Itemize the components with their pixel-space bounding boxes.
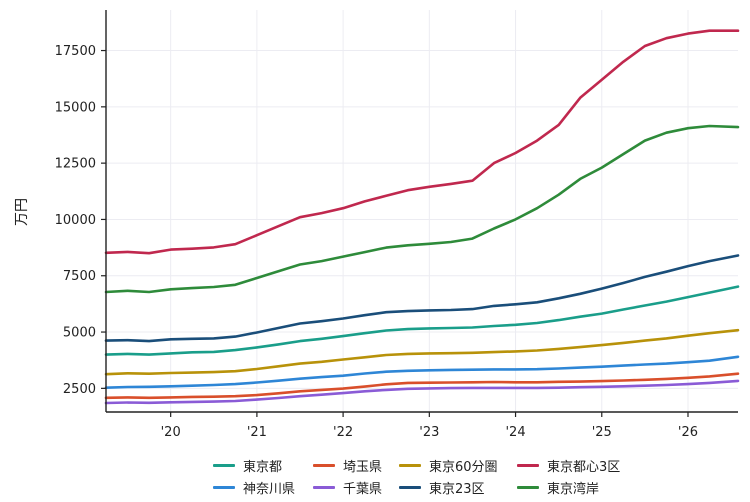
legend-label: 東京都 [243, 460, 283, 475]
x-tick-label: '20 [161, 425, 181, 440]
legend-swatch [517, 486, 539, 489]
y-tick-label: 15000 [55, 100, 96, 115]
x-tick-label: '25 [592, 425, 612, 440]
series-lines [104, 29, 740, 405]
legend-label: 東京23区 [429, 482, 485, 497]
grid [106, 10, 738, 412]
y-axis-title: 万円 [14, 198, 30, 226]
x-tick-label: '24 [505, 425, 525, 440]
legend-swatch [213, 486, 235, 489]
legend-item: 東京23区 [399, 478, 517, 497]
legend-label: 東京湾岸 [547, 482, 600, 497]
series-line [104, 285, 740, 356]
x-tick-label: '22 [333, 425, 353, 440]
legend-item: 千葉県 [313, 478, 399, 497]
y-tick-label: 12500 [55, 157, 96, 172]
x-tick-label: '21 [247, 425, 267, 440]
series-line [104, 372, 740, 400]
legend-swatch [517, 464, 539, 467]
series-line [104, 328, 740, 376]
y-tick-label: 5000 [63, 326, 96, 341]
legend-item: 東京湾岸 [517, 478, 647, 497]
y-tick-label: 7500 [63, 269, 96, 284]
x-tick-label: '23 [419, 425, 439, 440]
x-tick-label: '26 [678, 425, 698, 440]
y-tick-label: 2500 [63, 382, 96, 397]
legend: 東京都 埼玉県 東京60分圏 東京都心3区神奈川県 千葉県 東京23区 東京湾岸 [213, 456, 653, 497]
y-tick-label: 17500 [55, 44, 96, 59]
series-line [104, 29, 740, 255]
legend-item: 埼玉県 [313, 456, 399, 475]
series-line [104, 124, 740, 294]
legend-label: 東京都心3区 [547, 460, 621, 475]
legend-item: 神奈川県 [213, 478, 313, 497]
legend-swatch [399, 486, 421, 489]
legend-item: 東京60分圏 [399, 456, 517, 475]
series-line [104, 355, 740, 390]
legend-label: 千葉県 [343, 482, 383, 497]
legend-item: 東京都 [213, 456, 313, 475]
axes [105, 10, 738, 413]
legend-label: 神奈川県 [243, 482, 296, 497]
legend-swatch [399, 464, 421, 467]
legend-swatch [313, 486, 335, 489]
legend-label: 東京60分圏 [429, 460, 498, 475]
y-tick-label: 10000 [55, 213, 96, 228]
series-line [104, 379, 740, 405]
legend-swatch [213, 464, 235, 467]
legend-item: 東京都心3区 [517, 456, 647, 475]
series-line [104, 254, 740, 343]
legend-swatch [313, 464, 335, 467]
legend-label: 埼玉県 [343, 460, 383, 475]
ticks: '20 '21 '22 '23 '24 '25 '26 2500 5000 7500 10000 12… [55, 44, 698, 440]
